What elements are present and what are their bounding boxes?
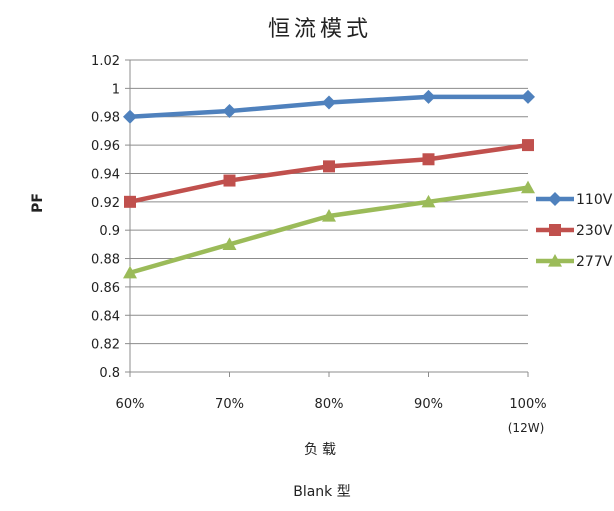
x-tick-label: 100%: [509, 397, 546, 412]
data-point: [522, 139, 534, 152]
axes: 1.02 1 0.98 0.96 0.94 0.92 0.9 0.88 0.86 0.84 0.82…: [91, 54, 547, 412]
chart-title: 恒流模式: [268, 17, 372, 42]
y-axis-label: PF: [30, 193, 46, 213]
legend-marker: [548, 254, 562, 267]
y-tick-label: 0.86: [91, 281, 120, 296]
y-tick-label: 1: [112, 82, 120, 97]
legend-label: 110V: [576, 192, 613, 208]
x-axis-label: 负载: [304, 442, 340, 458]
series-110V: [123, 89, 535, 124]
data-point: [422, 153, 435, 166]
data-point: [123, 109, 137, 124]
data-point: [421, 194, 436, 208]
series-layer: [123, 89, 535, 279]
series-277V: [123, 180, 535, 279]
data-point: [521, 180, 535, 194]
legend-item-230V: 230V: [536, 223, 613, 239]
y-tick-label: 0.98: [91, 111, 120, 126]
legend-marker: [549, 224, 561, 236]
x-tick-label: 70%: [215, 397, 244, 412]
data-point: [222, 237, 237, 250]
y-tick-label: 0.96: [91, 139, 120, 154]
data-point: [322, 95, 336, 110]
y-tick-label: 0.8: [99, 366, 120, 381]
legend: 110V 230V 277V: [536, 192, 613, 270]
data-point: [222, 104, 237, 119]
legend-label: 230V: [576, 223, 613, 239]
x-tick-label: 60%: [116, 397, 145, 412]
legend-item-277V: 277V: [536, 254, 613, 270]
data-point: [124, 195, 136, 208]
x-tick-note: (12W): [508, 421, 545, 435]
data-point: [223, 174, 236, 187]
y-tick-label: 0.92: [91, 196, 120, 211]
x-tick-label: 90%: [414, 397, 443, 412]
data-point: [323, 160, 335, 173]
series-230V: [124, 139, 534, 208]
legend-item-110V: 110V: [536, 192, 613, 208]
y-tick-label: 0.82: [91, 338, 120, 353]
y-tick-label: 0.9: [99, 224, 120, 239]
data-point: [521, 89, 535, 104]
legend-marker: [548, 192, 562, 206]
chart-footer-label: Blank 型: [293, 484, 351, 500]
y-tick-label: 1.02: [91, 54, 120, 69]
y-tick-label: 0.94: [91, 167, 120, 182]
y-tick-label: 0.88: [91, 253, 120, 268]
data-point: [123, 265, 137, 279]
y-tick-label: 0.84: [91, 309, 120, 324]
legend-label: 277V: [576, 254, 613, 270]
x-tick-label: 80%: [315, 397, 344, 412]
data-point: [322, 209, 336, 222]
data-point: [421, 89, 436, 104]
